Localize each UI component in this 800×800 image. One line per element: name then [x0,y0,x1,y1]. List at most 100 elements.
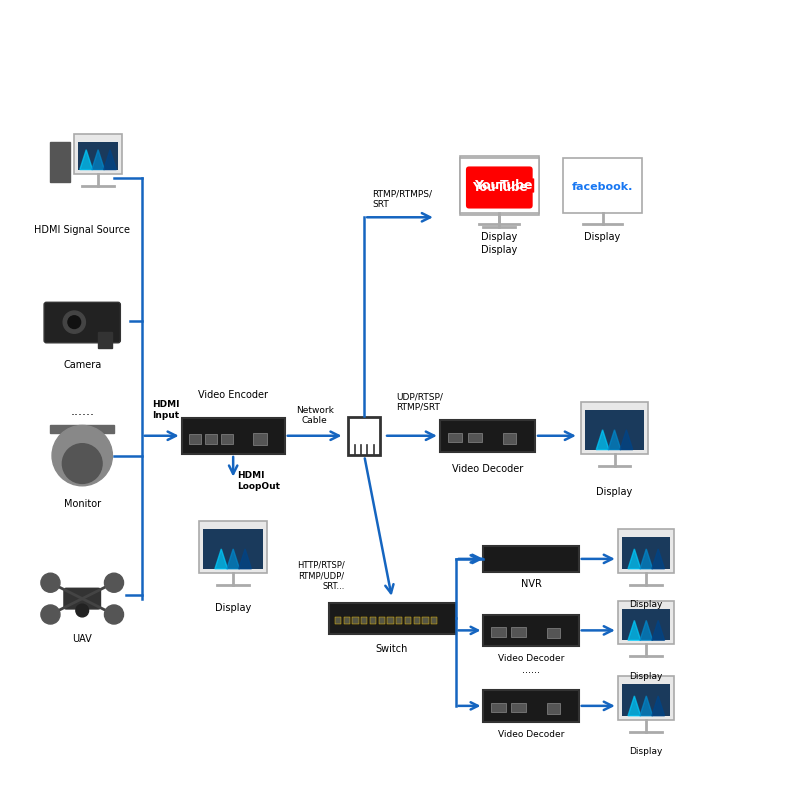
FancyBboxPatch shape [335,617,342,624]
FancyBboxPatch shape [511,702,526,712]
FancyBboxPatch shape [50,426,114,434]
Text: NVR: NVR [521,578,542,589]
Polygon shape [227,549,239,569]
Text: Display: Display [630,672,663,681]
FancyBboxPatch shape [466,166,533,209]
FancyBboxPatch shape [343,617,350,624]
FancyBboxPatch shape [618,529,674,573]
FancyBboxPatch shape [547,703,560,714]
Text: Display: Display [481,231,518,242]
Text: Camera: Camera [63,360,102,370]
FancyBboxPatch shape [463,164,535,211]
FancyBboxPatch shape [483,546,578,571]
Circle shape [41,573,60,592]
Circle shape [105,605,123,624]
FancyBboxPatch shape [352,617,358,624]
Polygon shape [608,430,621,450]
FancyBboxPatch shape [465,166,534,210]
Polygon shape [652,549,665,569]
Text: Display: Display [481,245,518,255]
Polygon shape [652,621,665,640]
FancyBboxPatch shape [563,158,642,214]
FancyBboxPatch shape [431,617,438,624]
FancyBboxPatch shape [459,156,539,215]
FancyBboxPatch shape [440,420,535,452]
Polygon shape [628,696,641,716]
Circle shape [105,573,123,592]
FancyBboxPatch shape [547,628,560,638]
Text: Display: Display [630,600,663,610]
FancyBboxPatch shape [98,333,113,348]
FancyBboxPatch shape [387,617,394,624]
FancyBboxPatch shape [618,601,674,644]
FancyBboxPatch shape [361,617,367,624]
FancyBboxPatch shape [206,434,218,444]
FancyBboxPatch shape [483,690,578,722]
Text: Display: Display [585,231,621,242]
FancyBboxPatch shape [329,602,456,634]
FancyBboxPatch shape [491,627,506,637]
Text: Display: Display [630,747,663,756]
FancyBboxPatch shape [396,617,402,624]
FancyBboxPatch shape [378,617,385,624]
FancyBboxPatch shape [405,617,411,624]
FancyBboxPatch shape [503,434,516,444]
FancyBboxPatch shape [622,684,670,716]
FancyBboxPatch shape [370,617,376,624]
Circle shape [68,316,81,329]
Text: Tube: Tube [500,179,534,192]
Text: HTTP/RTSP/
RTMP/UDP/
SRT...: HTTP/RTSP/ RTMP/UDP/ SRT... [297,561,344,590]
FancyBboxPatch shape [467,433,482,442]
Text: Monitor: Monitor [64,499,101,510]
Text: HDMI
Input: HDMI Input [152,401,179,420]
FancyBboxPatch shape [199,521,267,573]
Polygon shape [92,150,105,170]
Text: You: You [472,181,495,194]
FancyBboxPatch shape [511,627,526,637]
Polygon shape [215,549,228,569]
Circle shape [52,426,113,486]
FancyBboxPatch shape [190,434,202,444]
FancyBboxPatch shape [64,588,101,609]
FancyBboxPatch shape [459,158,539,214]
FancyBboxPatch shape [182,418,285,454]
Text: Network
Cable: Network Cable [296,406,334,426]
FancyBboxPatch shape [585,410,644,450]
FancyBboxPatch shape [618,676,674,720]
Polygon shape [640,549,653,569]
Text: Tube: Tube [497,181,529,194]
Text: You: You [474,179,499,192]
FancyBboxPatch shape [448,433,462,442]
Text: Switch: Switch [376,644,408,654]
FancyBboxPatch shape [483,614,578,646]
Text: UDP/RTSP/
RTMP/SRT: UDP/RTSP/ RTMP/SRT [396,393,443,412]
Text: ......: ...... [522,665,540,674]
Text: Display: Display [215,602,251,613]
Polygon shape [238,549,251,569]
Text: Video Decoder: Video Decoder [452,463,523,474]
FancyBboxPatch shape [253,434,267,446]
FancyBboxPatch shape [622,537,670,569]
Polygon shape [628,549,641,569]
Text: HDMI Signal Source: HDMI Signal Source [34,226,130,235]
Polygon shape [596,430,609,450]
FancyBboxPatch shape [491,702,506,712]
Circle shape [63,311,86,334]
FancyBboxPatch shape [222,434,233,444]
Text: HDMI
LoopOut: HDMI LoopOut [237,471,280,491]
Circle shape [41,605,60,624]
FancyBboxPatch shape [74,134,122,174]
Polygon shape [628,621,641,640]
FancyBboxPatch shape [422,617,429,624]
FancyBboxPatch shape [622,609,670,640]
Polygon shape [620,430,633,450]
Polygon shape [640,621,653,640]
Polygon shape [80,150,93,170]
FancyBboxPatch shape [414,617,420,624]
Text: facebook.: facebook. [572,182,634,192]
Text: Video Encoder: Video Encoder [198,390,268,400]
Text: UAV: UAV [72,634,92,644]
FancyBboxPatch shape [581,402,648,454]
FancyBboxPatch shape [348,417,380,455]
FancyBboxPatch shape [50,142,70,182]
